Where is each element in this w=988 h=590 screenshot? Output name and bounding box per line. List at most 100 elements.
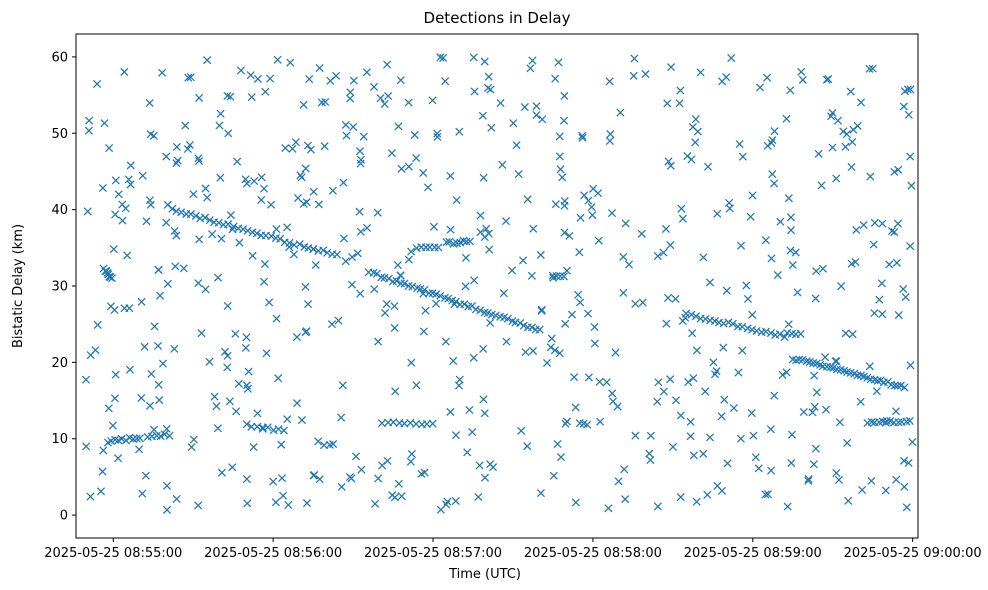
scatter-point (100, 119, 109, 128)
scatter-point (327, 320, 337, 329)
scatter-point (870, 309, 879, 318)
scatter-point (865, 362, 874, 371)
track-point (748, 325, 757, 334)
track-point (894, 418, 903, 427)
scatter-point (578, 133, 587, 142)
scatter-point (869, 240, 878, 249)
scatter-point (406, 457, 415, 466)
track-point (867, 417, 876, 426)
scatter-point (234, 379, 243, 388)
scatter-point (722, 73, 731, 82)
scatter-point (348, 253, 357, 262)
scatter-point (551, 200, 560, 209)
scatter-point (106, 302, 115, 311)
scatter-point (404, 98, 413, 107)
scatter-point (559, 116, 569, 125)
scatter-point (705, 278, 714, 287)
scatter-point (867, 476, 876, 485)
scatter-point (677, 204, 686, 213)
scatter-point (353, 249, 362, 258)
chart-title: Detections in Delay (424, 9, 571, 27)
scatter-point (451, 496, 460, 506)
scatter-point (489, 463, 498, 472)
scatter-point (736, 241, 746, 250)
scatter-point (811, 444, 820, 453)
track-point (168, 204, 177, 213)
scatter-point (189, 435, 198, 444)
scatter-point (138, 171, 147, 180)
scatter-point (848, 330, 857, 339)
scatter-point (173, 156, 182, 165)
scatter-point (742, 281, 751, 290)
scatter-point (654, 378, 663, 387)
scatter-point (901, 293, 910, 302)
track-point (276, 234, 285, 243)
scatter-point (382, 299, 391, 309)
scatter-point (284, 500, 293, 509)
scatter-point (687, 155, 696, 164)
track-point (214, 218, 223, 227)
scatter-point (523, 195, 532, 204)
scatter-point (549, 471, 558, 480)
scatter-point (709, 358, 718, 367)
scatter-point (356, 227, 365, 236)
scatter-point (217, 468, 226, 477)
scatter-point (814, 149, 823, 158)
scatter-point (837, 282, 846, 291)
scatter-point (110, 394, 119, 403)
scatter-point (797, 67, 806, 76)
scatter-point (118, 200, 127, 209)
track-point (459, 236, 468, 245)
scatter-point (123, 251, 132, 260)
track-point (332, 250, 341, 259)
scatter-point (578, 131, 587, 140)
track-point (890, 381, 899, 390)
scatter-point (691, 138, 700, 147)
scatter-point (315, 64, 324, 73)
scatter-point (561, 419, 570, 428)
scatter-point (391, 387, 400, 396)
scatter-point (904, 110, 913, 119)
detections-series (81, 53, 917, 514)
scatter-point (96, 487, 106, 496)
scatter-point (551, 74, 560, 83)
scatter-point (125, 365, 135, 374)
y-tick-label: 10 (51, 432, 68, 447)
scatter-point (383, 60, 392, 69)
scatter-point (154, 380, 163, 389)
scatter-point (461, 282, 470, 291)
scatter-point (584, 196, 593, 205)
track-point (319, 246, 328, 255)
x-tick-label: 2025-05-25 09:00:00 (844, 546, 982, 561)
scatter-point (514, 170, 523, 179)
scatter-point (388, 491, 397, 500)
scatter-point (301, 282, 310, 291)
scatter-point (269, 477, 278, 486)
scatter-point (404, 255, 413, 264)
scatter-point (373, 208, 382, 217)
scatter-point (262, 349, 271, 358)
scatter-point (832, 468, 841, 478)
scatter-point (355, 147, 365, 156)
scatter-point (839, 127, 848, 136)
track-point (906, 85, 915, 94)
scatter-point (768, 170, 777, 179)
scatter-point (224, 129, 233, 138)
scatter-point (543, 358, 552, 368)
scatter-point (604, 504, 613, 513)
scatter-point (309, 471, 318, 480)
scatter-point (821, 353, 830, 362)
track-point (191, 211, 200, 220)
scatter-point (476, 211, 485, 220)
scatter-point (517, 426, 526, 435)
scatter-point (786, 246, 795, 255)
scatter-point (583, 309, 593, 318)
scatter-point (555, 152, 564, 161)
scatter-point (480, 473, 490, 482)
scatter-point (265, 298, 274, 307)
y-tick-label: 0 (60, 509, 68, 524)
scatter-point (137, 393, 146, 403)
scatter-point (266, 74, 275, 83)
track-point (442, 238, 451, 247)
scatter-point (786, 213, 795, 222)
